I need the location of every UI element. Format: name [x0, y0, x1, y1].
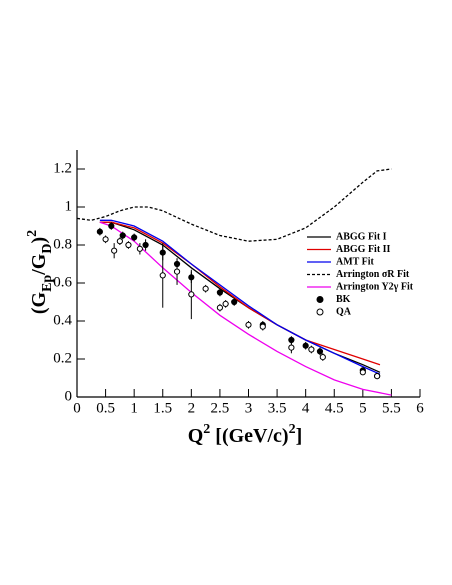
fit-line: [76, 168, 392, 242]
label-part: ): [28, 237, 50, 244]
y-tick-label: 1.2: [53, 160, 72, 176]
data-point: [216, 289, 224, 296]
x-tick-label: 5.5: [382, 400, 401, 416]
data-point: [288, 344, 295, 351]
fit-line: [99, 221, 392, 396]
y-tick-label: 0: [65, 388, 73, 404]
data-point: [102, 236, 109, 243]
data-point: [319, 354, 326, 361]
label-part: /G: [28, 253, 50, 276]
label-part: (G: [28, 291, 50, 314]
y-tick-label: 0.6: [53, 274, 72, 290]
data-point: [131, 234, 138, 241]
data-point: [125, 241, 132, 249]
data-point: [142, 241, 149, 249]
x-tick-label: 1: [130, 400, 138, 416]
data-point: [374, 373, 381, 380]
legend-label: Arrington Y2γ Fit: [336, 281, 414, 292]
y-tick-label: 0.2: [53, 350, 72, 366]
label-part: Ep: [40, 275, 55, 292]
x-tick-label: 2.5: [211, 400, 230, 416]
fit-line: [99, 219, 381, 375]
data-point: [259, 323, 266, 330]
data-point: [359, 369, 366, 376]
data-point: [116, 238, 123, 245]
x-tick-label: 3: [245, 400, 253, 416]
x-tick-label: 4: [302, 400, 310, 416]
legend-label: QA: [336, 306, 352, 317]
legend-marker: [316, 296, 324, 303]
label-part: D: [40, 244, 55, 254]
label-part: ]: [296, 425, 303, 447]
label-part: 2: [203, 422, 210, 437]
x-axis-title: Q2 [(GeV/c)2]: [188, 422, 303, 447]
data-point: [108, 222, 115, 230]
y-tick-label: 0.4: [53, 312, 72, 328]
data-point: [173, 268, 181, 275]
label-part: Q: [188, 425, 204, 447]
x-tick-label: 0: [73, 400, 81, 416]
data-point: [222, 300, 229, 307]
data-point: [288, 336, 295, 344]
data-point: [245, 321, 252, 328]
legend-label: AMT Fit: [336, 256, 375, 267]
x-tick-label: 4.5: [325, 400, 344, 416]
data-point: [216, 304, 224, 311]
label-part: [(GeV/c): [210, 425, 288, 447]
data-point: [202, 285, 209, 292]
label-part: 2: [25, 230, 40, 237]
y-tick-label: 1: [65, 198, 73, 214]
data-point: [159, 272, 166, 279]
data-point: [119, 232, 126, 239]
data-point: [96, 228, 103, 235]
data-point: [316, 348, 324, 355]
data-point: [111, 247, 118, 254]
x-tick-label: 2: [188, 400, 196, 416]
x-tick-label: 1.5: [153, 400, 172, 416]
data-point: [308, 346, 315, 353]
data-point: [188, 291, 195, 298]
data-point: [136, 245, 143, 252]
legend-label: ABGG Fit II: [336, 244, 391, 255]
y-tick-label: 0.8: [53, 236, 72, 252]
x-tick-label: 6: [416, 400, 424, 416]
data-point: [302, 342, 309, 349]
legend-label: Arrington σR Fit: [336, 269, 410, 280]
y-axis-title: (GEp/GD)2: [25, 230, 55, 314]
x-tick-label: 3.5: [268, 400, 287, 416]
x-tick-label: 5: [359, 400, 367, 416]
fit-line: [99, 221, 381, 366]
legend-label: BK: [336, 294, 351, 305]
legend-label: ABGG Fit I: [336, 231, 387, 242]
data-point: [231, 298, 238, 306]
legend-marker: [316, 308, 324, 316]
x-tick-label: 0.5: [96, 400, 115, 416]
label-part: 2: [289, 422, 296, 437]
